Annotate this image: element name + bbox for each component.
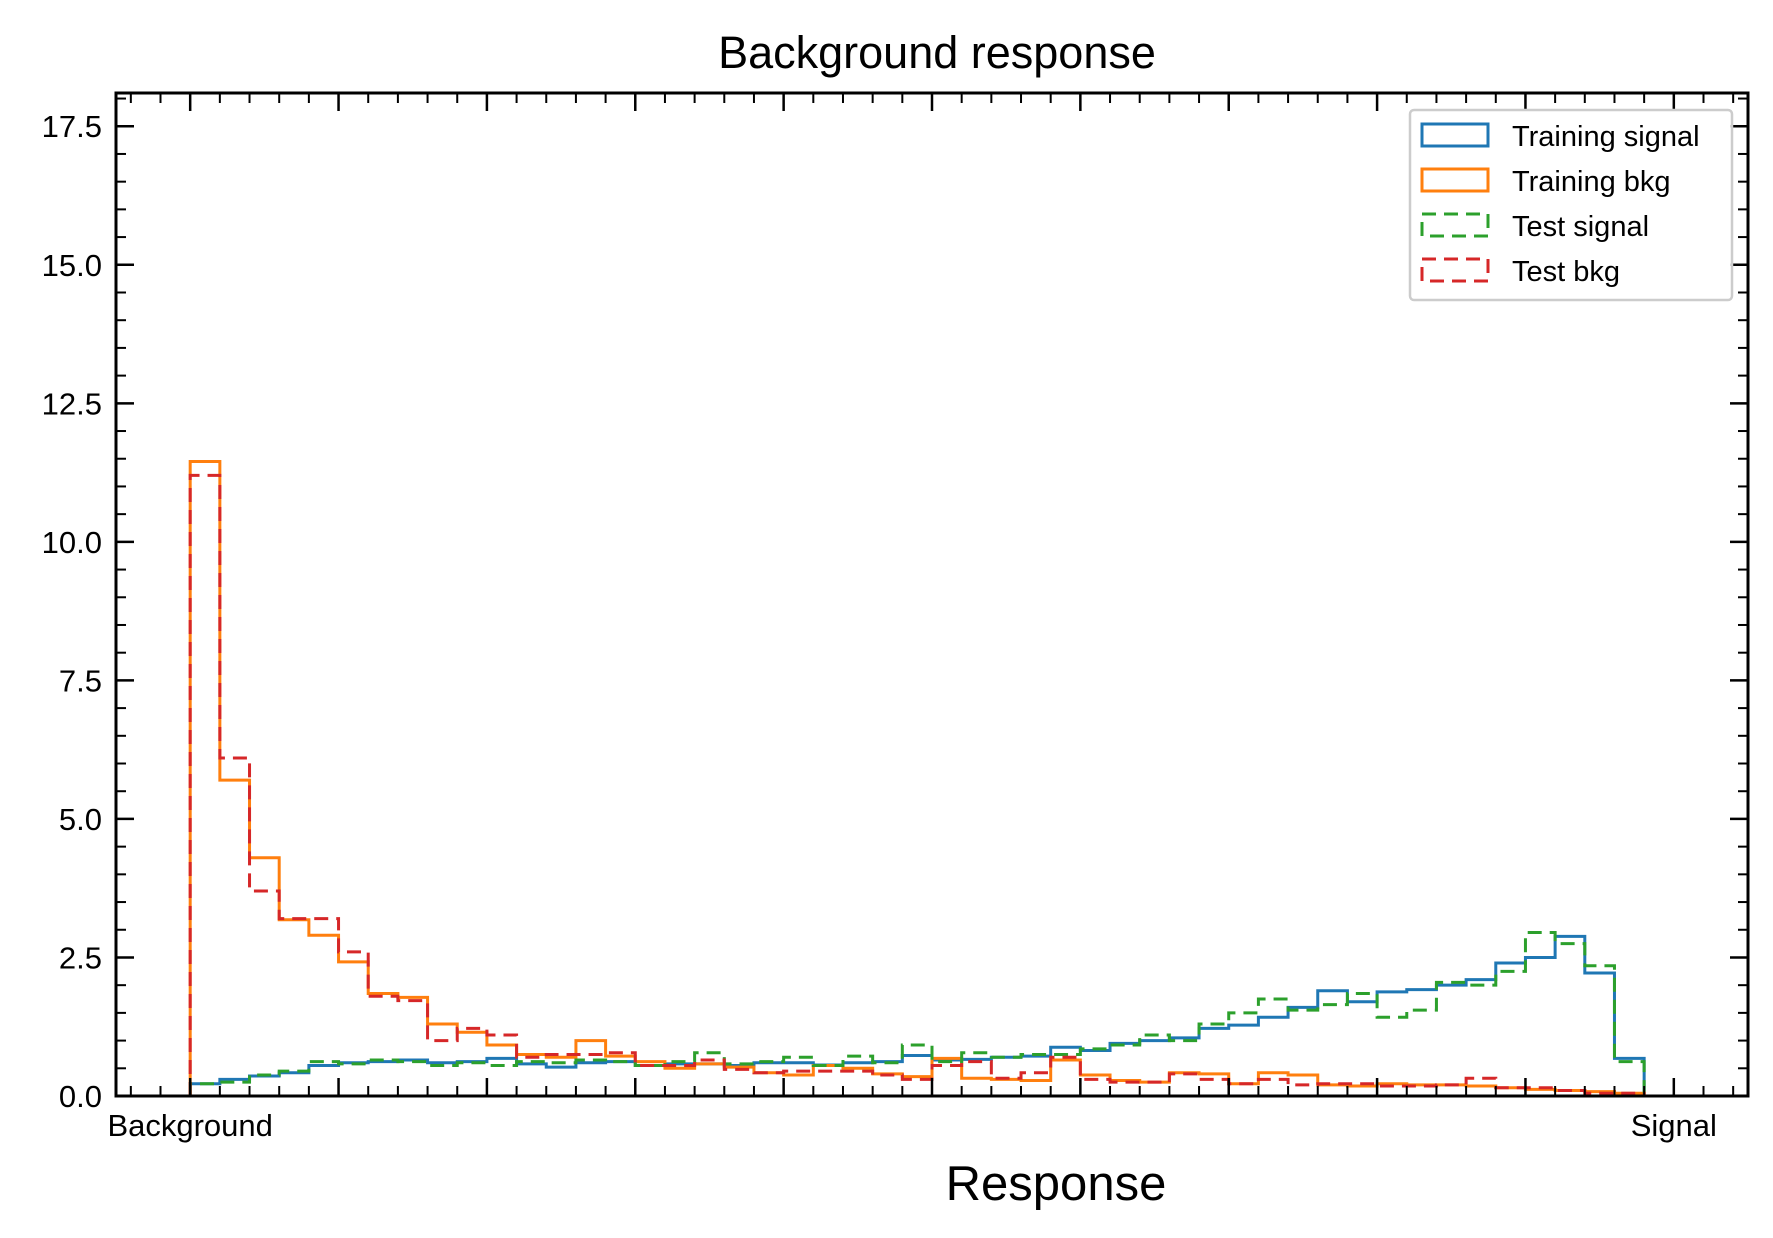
y-tick-label: 12.5 — [42, 386, 102, 421]
legend-swatch — [1420, 257, 1490, 283]
y-tick-label: 10.0 — [42, 525, 102, 560]
y-tick-label: 2.5 — [59, 940, 102, 975]
y-tick-label: 7.5 — [59, 663, 102, 698]
legend-swatch — [1420, 212, 1490, 238]
legend-label: Test signal — [1512, 211, 1649, 243]
y-tick-label: 5.0 — [59, 802, 102, 837]
series-line-test-signal — [188, 931, 1674, 1096]
x-tick-label: Signal — [1631, 1108, 1717, 1143]
x-axis-label: Response — [946, 1157, 1167, 1211]
legend: Training signal Training bkg Test signal Te… — [1408, 108, 1734, 302]
legend-label: Test bkg — [1512, 256, 1620, 288]
y-tick-label: 17.5 — [42, 109, 102, 144]
legend-label: Training bkg — [1512, 166, 1671, 198]
legend-swatch — [1420, 167, 1490, 193]
y-tick-label: 15.0 — [42, 248, 102, 283]
x-tick-label: Background — [107, 1108, 272, 1143]
legend-swatch — [1420, 122, 1490, 148]
legend-box — [1408, 108, 1734, 302]
chart-title: Background response — [718, 27, 1156, 78]
axis-ticks: 0.0 2.5 5.0 7.5 10.0 12.5 15.0 17.5 Background Si… — [42, 91, 1750, 1143]
y-tick-label: 0.0 — [59, 1079, 102, 1114]
legend-label: Training signal — [1512, 121, 1700, 153]
